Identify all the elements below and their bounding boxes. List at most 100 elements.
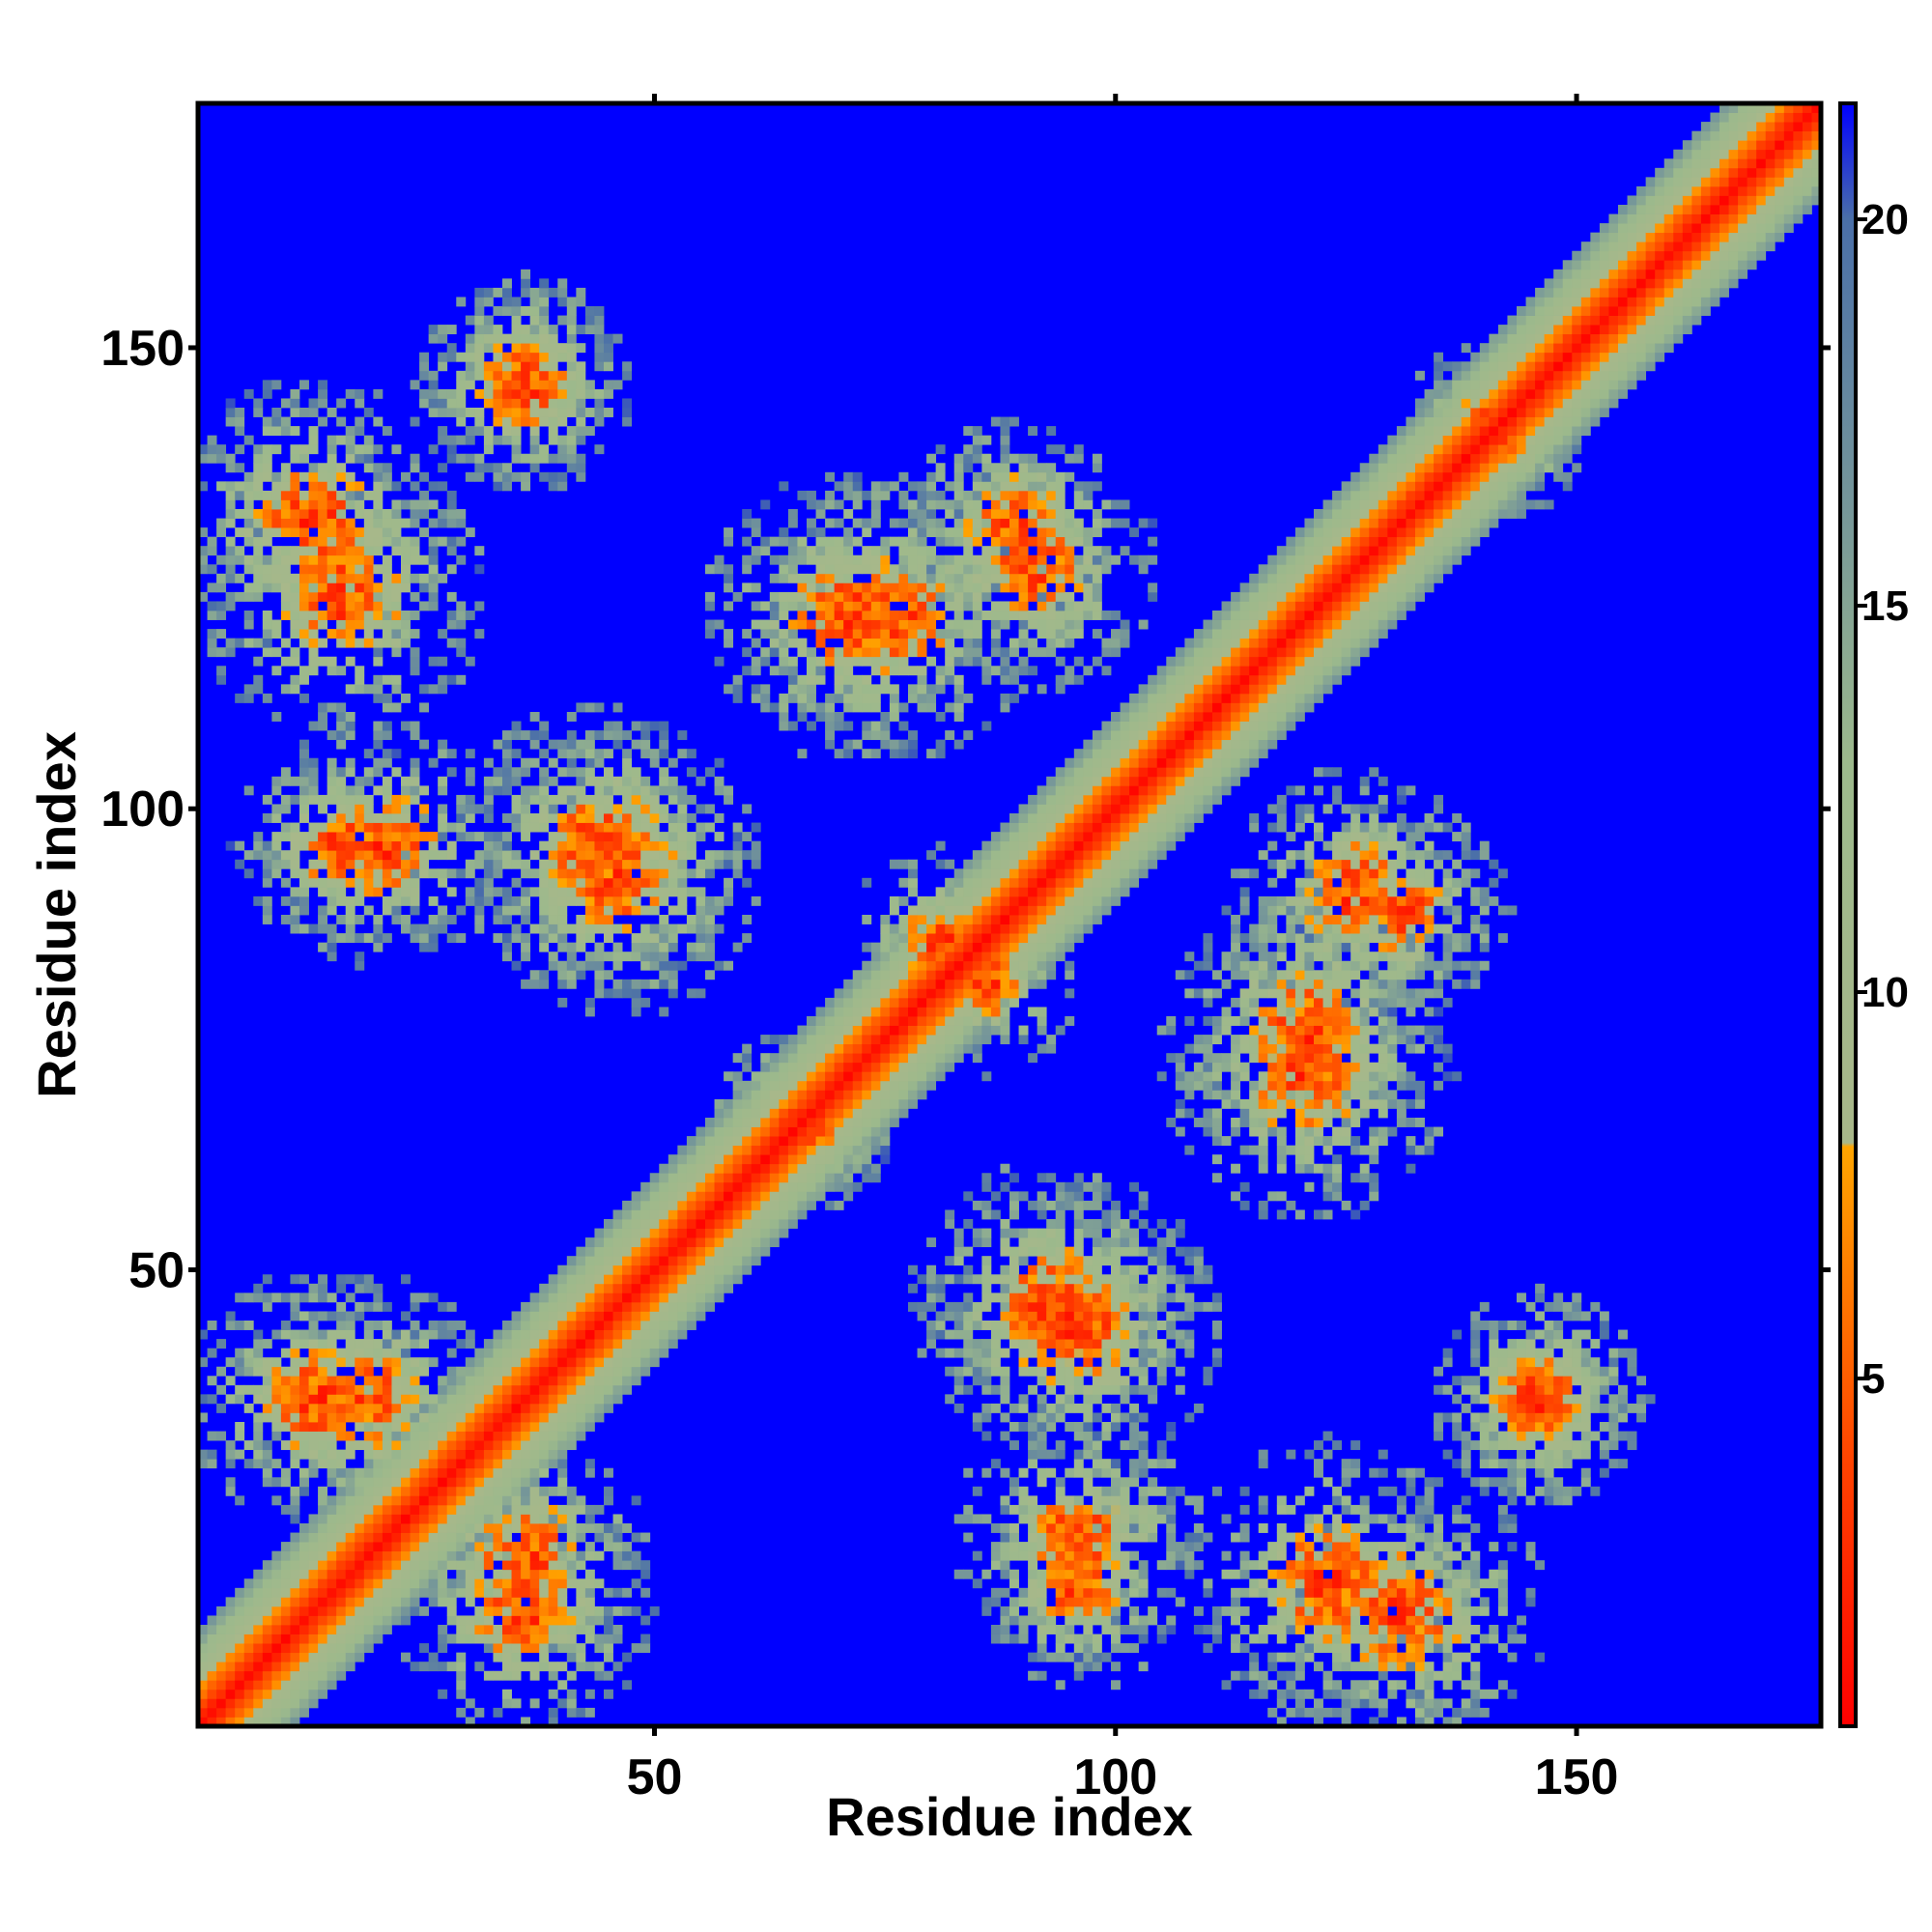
heatmap-cell [511,794,522,805]
heatmap-cell [953,601,964,611]
heatmap-cell [419,1394,430,1405]
heatmap-cell [243,611,254,620]
heatmap-cell [594,1256,605,1266]
heatmap-cell [917,905,927,916]
heatmap-cell [363,684,374,695]
heatmap-cell [225,1652,236,1662]
heatmap-cell [760,1118,771,1127]
heatmap-cell [336,1587,347,1598]
heatmap-cell [825,564,836,575]
heatmap-cell [539,1366,550,1377]
heatmap-cell [584,426,595,437]
heatmap-cell [787,684,798,695]
heatmap-cell [280,895,291,906]
heatmap-cell [557,380,568,390]
heatmap-cell [207,1689,217,1699]
heatmap-cell [290,1662,300,1672]
heatmap-cell [243,684,254,695]
heatmap-cell [299,601,309,611]
heatmap-cell [566,1514,577,1524]
heatmap-cell [659,813,669,823]
heatmap-cell [779,1062,789,1072]
heatmap-cell [363,1514,374,1524]
heatmap-cell [972,905,982,916]
heatmap-cell [668,1163,678,1174]
heatmap-cell [769,629,780,639]
heatmap-cell [529,287,540,298]
heatmap-cell [539,1652,550,1662]
heatmap-cell [852,536,863,547]
heatmap-cell [557,850,568,861]
heatmap-cell [428,1495,439,1506]
heatmap-cell [529,1550,540,1561]
heatmap-cell [724,1108,734,1119]
heatmap-cell [714,1264,724,1275]
heatmap-cell [548,361,558,372]
heatmap-cell [677,1329,688,1340]
heatmap-cell [584,1634,595,1644]
heatmap-cell [576,960,586,971]
heatmap-cell [327,1560,337,1571]
heatmap-cell [225,1625,236,1634]
heatmap-cell [318,398,328,409]
heatmap-cell [686,923,696,934]
heatmap-cell [290,1605,300,1616]
heatmap-cell [686,1246,696,1257]
heatmap-cell [807,1173,816,1183]
heatmap-cell [521,269,531,279]
heatmap-cell [612,895,623,906]
heatmap-cell [935,1071,946,1082]
heatmap-cell [815,1090,826,1100]
heatmap-cell [760,1163,771,1174]
heatmap-cell [438,573,448,583]
heatmap-cell [834,1090,844,1100]
heatmap-cell [327,850,337,861]
heatmap-cell [981,942,992,952]
heatmap-cell [428,564,439,575]
heatmap-cell [382,471,392,482]
heatmap-cell [243,1597,254,1607]
heatmap-cell [677,1246,688,1257]
heatmap-cell [926,988,937,999]
heatmap-cell [419,398,430,409]
heatmap-cell [502,1321,512,1330]
heatmap-cell [438,905,448,916]
heatmap-cell [972,979,982,989]
heatmap-cell [981,923,992,934]
heatmap-cell [622,1228,633,1238]
heatmap-cell [336,1357,347,1368]
heatmap-cell [493,1532,503,1543]
heatmap-cell [584,1514,595,1524]
heatmap-cell [862,997,872,1008]
heatmap-cell [521,408,531,417]
heatmap-cell [243,619,254,630]
heatmap-cell [594,1523,605,1533]
heatmap-cell [945,915,955,924]
heatmap-cell [898,923,909,934]
heatmap-cell [382,1569,392,1579]
heatmap-cell [889,905,899,916]
heatmap-cell [280,611,291,620]
heatmap-cell [566,739,577,750]
heatmap-cell [649,804,660,814]
heatmap-cell [576,1707,586,1718]
heatmap-cell [410,380,420,390]
heatmap-cell [225,1662,236,1672]
heatmap-cell [493,832,503,842]
heatmap-cell [308,1550,319,1561]
heatmap-cell [521,370,531,381]
heatmap-cell [446,1550,457,1561]
heatmap-cell [363,638,374,648]
heatmap-cell [207,1680,217,1690]
heatmap-cell [742,1173,753,1183]
heatmap-cell [557,749,568,759]
heatmap-cell [198,1717,208,1727]
heatmap-cell [521,1422,531,1432]
heatmap-cell [262,895,272,906]
heatmap-cell [419,739,430,750]
heatmap-cell [419,1514,430,1524]
heatmap-cell [262,1403,272,1413]
heatmap-cell [299,1329,309,1340]
heatmap-cell [548,352,558,362]
heatmap-cell [299,1707,309,1718]
